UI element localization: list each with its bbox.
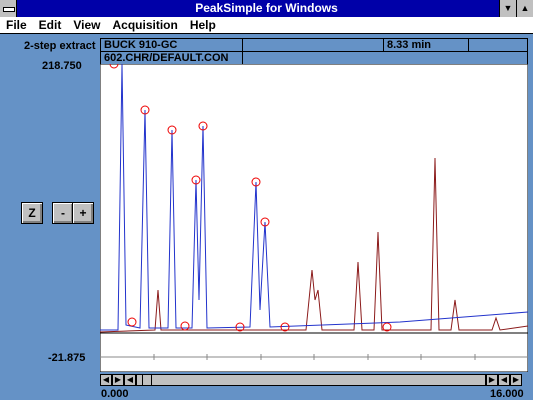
empty-field xyxy=(242,51,528,65)
minimize-button[interactable]: ▼ xyxy=(499,0,516,17)
window-title: PeakSimple for Windows xyxy=(195,1,338,15)
blue-trace xyxy=(100,64,528,331)
scroll-right[interactable]: ▶ xyxy=(486,374,498,386)
y-max-label: 218.750 xyxy=(42,60,82,72)
menu-bar: File Edit View Acquisition Help xyxy=(0,17,533,34)
scroll-end[interactable]: ◀ xyxy=(124,374,136,386)
title-bar: PeakSimple for Windows xyxy=(0,0,533,17)
peak-markers xyxy=(109,64,392,332)
scroll-last[interactable]: ▶ xyxy=(510,374,522,386)
chromatogram-plot xyxy=(100,64,528,372)
empty-field xyxy=(468,38,528,52)
red-trace xyxy=(100,157,528,333)
x-min-label: 0.000 xyxy=(101,388,129,400)
column-field: BUCK 910-GC xyxy=(100,38,243,52)
file-field: 602.CHR/DEFAULT.CON xyxy=(100,51,243,65)
menu-item[interactable]: Edit xyxy=(38,18,62,32)
menu-item[interactable]: File xyxy=(6,18,27,32)
x-axis-ticks xyxy=(153,354,476,360)
plot-area xyxy=(100,64,528,372)
sample-label: 2-step extract xyxy=(24,40,96,52)
zoom-button[interactable]: Z xyxy=(21,202,43,224)
horizontal-scrollbar[interactable] xyxy=(136,374,486,386)
system-menu[interactable] xyxy=(0,0,17,17)
scroll-next[interactable]: ◀ xyxy=(498,374,510,386)
maximize-button[interactable]: ▲ xyxy=(516,0,533,17)
time-field: 8.33 min xyxy=(383,38,469,52)
menu-item[interactable]: Acquisition xyxy=(112,18,178,32)
empty-field xyxy=(242,38,384,52)
scroll-first[interactable]: ◀ xyxy=(100,374,112,386)
menu-item[interactable]: Help xyxy=(189,18,216,32)
zoom-in-button[interactable]: + xyxy=(72,202,94,224)
scroll-left[interactable]: ▶ xyxy=(112,374,124,386)
zoom-out-button[interactable]: - xyxy=(52,202,74,224)
y-min-label: -21.875 xyxy=(48,352,86,364)
x-max-label: 16.000 xyxy=(490,388,524,400)
scroll-thumb[interactable] xyxy=(142,374,152,386)
menu-item[interactable]: View xyxy=(73,18,101,32)
